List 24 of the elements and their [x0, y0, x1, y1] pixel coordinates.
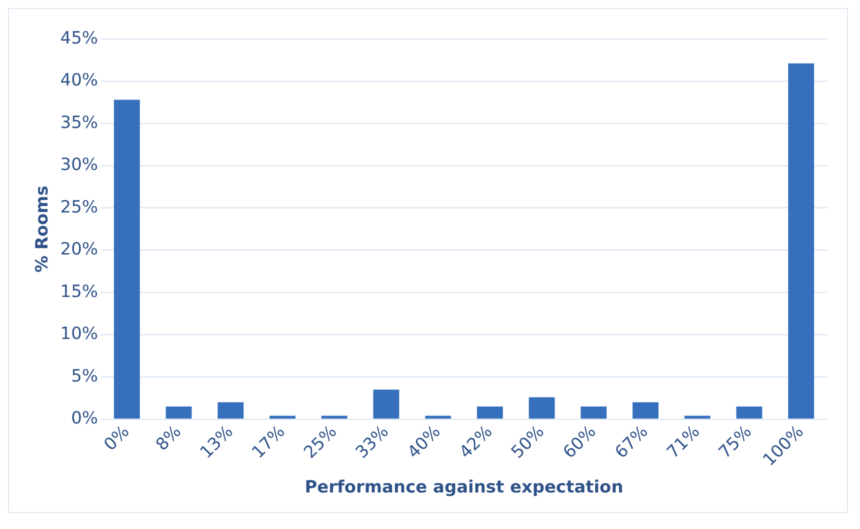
bar	[788, 63, 814, 419]
bar	[114, 100, 140, 419]
y-tick-label: 25%	[60, 196, 98, 216]
y-tick-label: 40%	[60, 70, 98, 90]
bar	[218, 402, 244, 419]
y-tick-label: 15%	[60, 280, 98, 301]
y-tick-label: 10%	[60, 323, 98, 344]
x-tick-label: 8%	[152, 421, 185, 454]
bar	[632, 402, 658, 419]
bar	[166, 406, 192, 419]
y-tick-label: 0%	[71, 408, 98, 428]
bar	[736, 406, 762, 419]
bar	[476, 406, 503, 419]
y-axis-title: % Rooms	[32, 186, 52, 272]
y-tick-label: 5%	[71, 365, 98, 386]
y-tick-label: 30%	[60, 154, 98, 174]
bar	[528, 397, 555, 419]
bar	[580, 406, 607, 419]
x-axis-title: Performance against expectation	[304, 476, 624, 496]
y-tick-label: 35%	[60, 112, 98, 132]
bar	[373, 390, 400, 419]
y-tick-label: 45%	[60, 27, 98, 48]
y-tick-label: 20%	[60, 238, 98, 259]
x-tick-label: 0%	[100, 421, 133, 454]
